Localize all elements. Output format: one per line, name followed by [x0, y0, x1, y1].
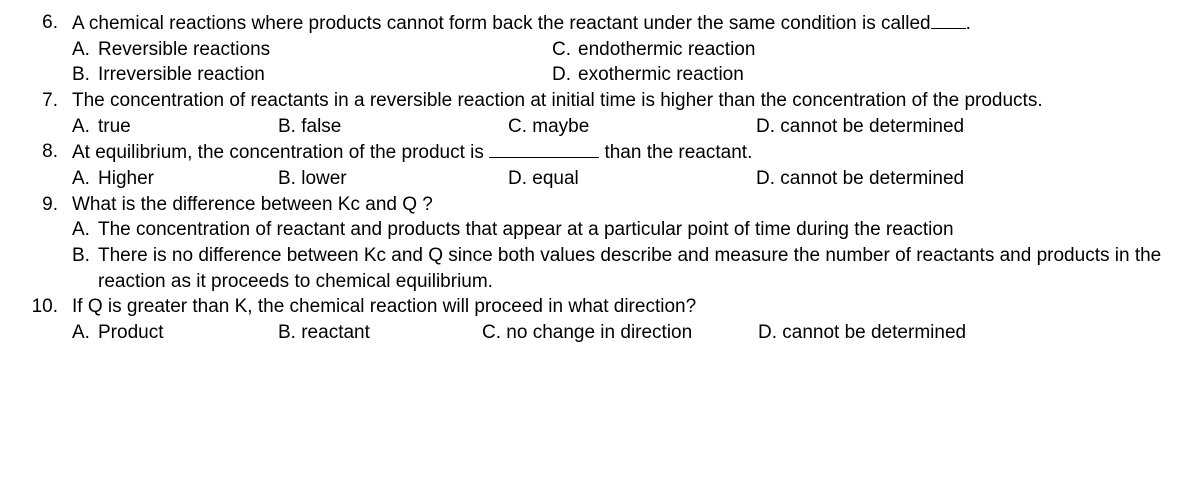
option-label: D.	[508, 166, 527, 192]
option-text: no change in direction	[506, 320, 692, 346]
option-label: B.	[278, 114, 296, 140]
option-c: C. maybe	[508, 114, 756, 140]
question-number: 9.	[20, 192, 72, 295]
option-b: B. reactant	[278, 320, 482, 346]
option-a: A. true	[72, 114, 278, 140]
question-10: 10. If Q is greater than K, the chemical…	[20, 294, 1162, 345]
option-label: D.	[756, 114, 775, 140]
blank	[931, 10, 966, 29]
option-b: B. Irreversible reaction	[72, 62, 552, 88]
option-text: reactant	[301, 320, 370, 346]
question-stem: The concentration of reactants in a reve…	[72, 88, 1162, 114]
option-label: B.	[278, 320, 296, 346]
question-stem: If Q is greater than K, the chemical rea…	[72, 294, 1162, 320]
question-number: 10.	[20, 294, 72, 345]
question-9: 9. What is the difference between Kc and…	[20, 192, 1162, 295]
question-number: 8.	[20, 139, 72, 191]
option-label: A.	[72, 320, 98, 346]
option-text: cannot be determined	[780, 166, 964, 192]
question-number: 6.	[20, 10, 72, 88]
option-a: A. Reversible reactions	[72, 37, 552, 63]
option-a: A. Higher	[72, 166, 278, 192]
option-b: B. There is no difference between Kc and…	[72, 243, 1162, 294]
option-text: equal	[532, 166, 579, 192]
stem-suffix: than the reactant.	[599, 142, 752, 163]
option-label: D.	[552, 62, 578, 88]
option-a: A. The concentration of reactant and pro…	[72, 217, 1162, 243]
option-text: There is no difference between Kc and Q …	[98, 243, 1162, 294]
option-b: B. false	[278, 114, 508, 140]
stem-prefix: A chemical reactions where products cann…	[72, 13, 931, 34]
option-d: D. cannot be determined	[758, 320, 1058, 346]
option-label: B.	[72, 62, 98, 88]
option-text: lower	[301, 166, 346, 192]
option-a: A. Product	[72, 320, 278, 346]
option-text: maybe	[532, 114, 589, 140]
option-label: A.	[72, 217, 98, 243]
question-number: 7.	[20, 88, 72, 139]
option-d: D. cannot be determined	[756, 166, 1056, 192]
option-label: D.	[756, 166, 775, 192]
option-text: cannot be determined	[782, 320, 966, 346]
option-c: C. endothermic reaction	[552, 37, 1162, 63]
option-label: D.	[758, 320, 777, 346]
option-c: D. equal	[508, 166, 756, 192]
option-b: B. lower	[278, 166, 508, 192]
option-text: The concentration of reactant and produc…	[98, 217, 954, 243]
blank	[489, 139, 599, 158]
option-text: true	[98, 114, 131, 140]
option-text: Reversible reactions	[98, 37, 270, 63]
option-d: D. exothermic reaction	[552, 62, 1162, 88]
option-text: Higher	[98, 166, 154, 192]
question-stem: At equilibrium, the concentration of the…	[72, 139, 1162, 166]
question-7: 7. The concentration of reactants in a r…	[20, 88, 1162, 139]
question-8: 8. At equilibrium, the concentration of …	[20, 139, 1162, 191]
option-label: B.	[72, 243, 98, 294]
option-label: C.	[552, 37, 578, 63]
question-stem: What is the difference between Kc and Q …	[72, 192, 1162, 218]
option-label: A.	[72, 166, 98, 192]
question-stem: A chemical reactions where products cann…	[72, 10, 1162, 37]
question-6: 6. A chemical reactions where products c…	[20, 10, 1162, 88]
option-text: endothermic reaction	[578, 37, 755, 63]
option-c: C. no change in direction	[482, 320, 758, 346]
option-text: Irreversible reaction	[98, 62, 265, 88]
stem-suffix: .	[966, 13, 971, 34]
option-label: C.	[482, 320, 501, 346]
option-label: C.	[508, 114, 527, 140]
option-text: Product	[98, 320, 163, 346]
option-text: exothermic reaction	[578, 62, 744, 88]
option-label: B.	[278, 166, 296, 192]
stem-prefix: At equilibrium, the concentration of the…	[72, 142, 489, 163]
option-d: D. cannot be determined	[756, 114, 1056, 140]
option-label: A.	[72, 37, 98, 63]
option-text: cannot be determined	[780, 114, 964, 140]
option-label: A.	[72, 114, 98, 140]
option-text: false	[301, 114, 341, 140]
